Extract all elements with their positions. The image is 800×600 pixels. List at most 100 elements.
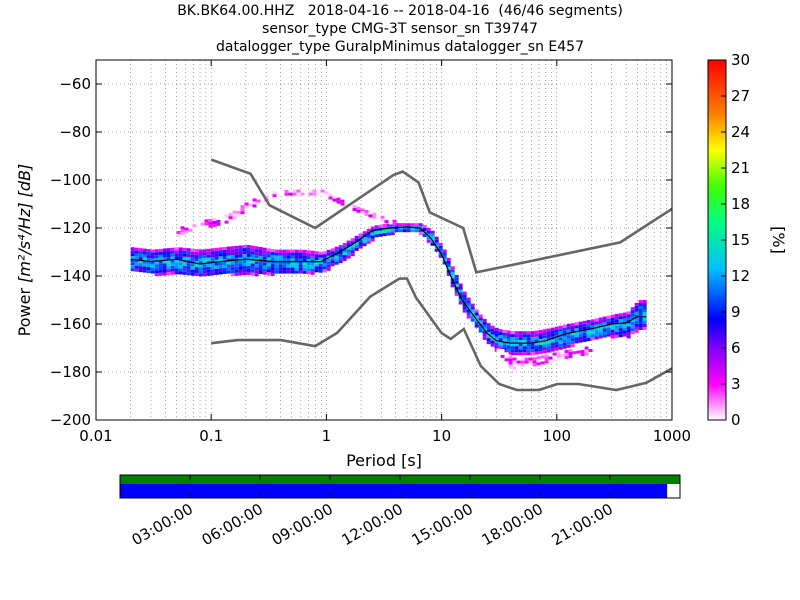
- psd-cell-core: [410, 223, 415, 227]
- psd-cell-core: [270, 258, 275, 262]
- psd-cell-core: [602, 319, 607, 323]
- psd-cell-core: [410, 229, 415, 233]
- psd-cell-core: [450, 275, 455, 279]
- psd-cell-core: [418, 226, 423, 230]
- psd-cell-core: [338, 254, 343, 258]
- psd-cell-upper-outlier: [228, 219, 233, 223]
- psd-cell-core: [622, 315, 627, 319]
- psd-cell-core: [202, 264, 207, 268]
- psd-cell-core: [158, 272, 163, 276]
- psd-cell-core: [250, 248, 255, 252]
- psd-cell-upper-outlier: [320, 189, 325, 193]
- psd-cell-core: [198, 252, 203, 256]
- psd-cell-core: [326, 261, 331, 265]
- psd-cell-core: [634, 311, 639, 315]
- psd-cell-core: [546, 334, 551, 338]
- psd-cell-lower-outlier: [496, 345, 501, 349]
- psd-cell-core: [482, 324, 487, 328]
- psd-cell-core: [466, 297, 471, 301]
- psd-cell-core: [318, 254, 323, 258]
- psd-cell-core: [242, 263, 247, 267]
- psd-cell-core: [558, 340, 563, 344]
- psd-cell-lower-outlier: [564, 349, 569, 353]
- psd-cell-core: [514, 346, 519, 350]
- psd-cell-core: [394, 223, 399, 227]
- psd-cell-core: [146, 267, 151, 271]
- psd-cell-core: [626, 332, 631, 336]
- psd-cell-core: [530, 334, 535, 338]
- psd-cell-lower-outlier: [516, 363, 521, 367]
- psd-cell-core: [522, 346, 527, 350]
- psd-cell-core: [574, 334, 579, 338]
- psd-cell-upper-outlier: [336, 197, 341, 201]
- psd-cell-core: [290, 267, 295, 271]
- mean-curve: [130, 226, 647, 344]
- psd-cell-core: [450, 266, 455, 270]
- psd-cell-core: [582, 332, 587, 336]
- psd-cell-core: [626, 317, 631, 321]
- psd-cell-core: [178, 253, 183, 257]
- psd-cell-core: [434, 242, 439, 246]
- psd-cell-core: [550, 327, 555, 331]
- psd-cell-lower-outlier: [520, 363, 525, 367]
- psd-cell-core: [250, 254, 255, 258]
- psd-cell-core: [538, 350, 543, 354]
- psd-cell-core: [282, 270, 287, 274]
- psd-cell-core: [502, 341, 507, 345]
- psd-cell-core: [206, 260, 211, 264]
- psd-cell-core: [326, 264, 331, 268]
- psd-cell-core: [474, 315, 479, 319]
- psd-cell-core: [302, 249, 307, 253]
- psd-cell-core: [430, 230, 435, 234]
- psd-cell-core: [642, 318, 647, 321]
- psd-cell-core: [250, 263, 255, 267]
- psd-cell-core: [486, 329, 491, 333]
- psd-cell-core: [214, 265, 219, 269]
- psd-cell-core: [470, 306, 475, 310]
- psd-cell-core: [566, 332, 571, 336]
- psd-cell-core: [150, 270, 155, 274]
- psd-cell-core: [142, 254, 147, 258]
- psd-cell-core: [494, 330, 499, 334]
- psd-cell-upper-outlier: [272, 194, 277, 198]
- psd-cell-core: [242, 245, 247, 249]
- psd-cell-core: [590, 334, 595, 338]
- psd-cell-upper-outlier: [368, 214, 373, 218]
- psd-cell-core: [134, 259, 139, 263]
- psd-cell-lower-outlier: [576, 353, 581, 357]
- psd-cell-core: [230, 246, 235, 250]
- psd-cell-core: [582, 335, 587, 339]
- psd-cell-upper-outlier: [288, 192, 293, 196]
- psd-cell-core: [462, 294, 467, 298]
- psd-cell-core: [554, 344, 559, 348]
- psd-cell-lower-outlier: [572, 348, 577, 352]
- psd-cell-core: [202, 249, 207, 253]
- psd-cell-core: [242, 251, 247, 255]
- psd-cell-core: [242, 257, 247, 261]
- psd-cell-core: [150, 261, 155, 265]
- psd-cell-core: [562, 345, 567, 349]
- psd-cell-upper-outlier: [232, 210, 237, 214]
- psd-cell-core: [210, 251, 215, 255]
- psd-cell-core: [526, 334, 531, 338]
- psd-cell-core: [342, 257, 347, 261]
- psd-cell-core: [142, 263, 147, 267]
- psd-cell-upper-outlier: [340, 199, 345, 203]
- psd-cell-core: [598, 320, 603, 324]
- psd-cell-core: [170, 247, 175, 251]
- psd-cell-core: [498, 344, 503, 348]
- psd-cell-core: [370, 226, 375, 230]
- psd-cell-core: [426, 239, 431, 243]
- psd-cell-core: [206, 272, 211, 276]
- psd-cell-core: [374, 225, 379, 229]
- psd-cell-core: [262, 247, 267, 251]
- psd-cell-core: [450, 281, 455, 285]
- psd-cell-core: [370, 238, 375, 242]
- psd-cell-core: [642, 303, 647, 306]
- psd-cell-core: [258, 246, 263, 250]
- x-tick-label: 0.1: [199, 427, 223, 445]
- psd-cell-core: [582, 323, 587, 327]
- x-tick-label: 1000: [653, 427, 691, 445]
- psd-cell-core: [486, 332, 491, 336]
- psd-cell-core: [266, 254, 271, 258]
